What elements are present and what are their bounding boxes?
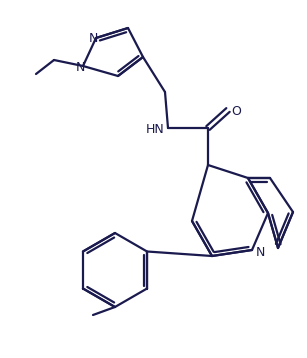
Text: O: O [231,105,241,117]
Text: HN: HN [146,122,164,135]
Text: N: N [75,61,85,73]
Text: N: N [255,247,265,260]
Text: N: N [88,32,98,44]
